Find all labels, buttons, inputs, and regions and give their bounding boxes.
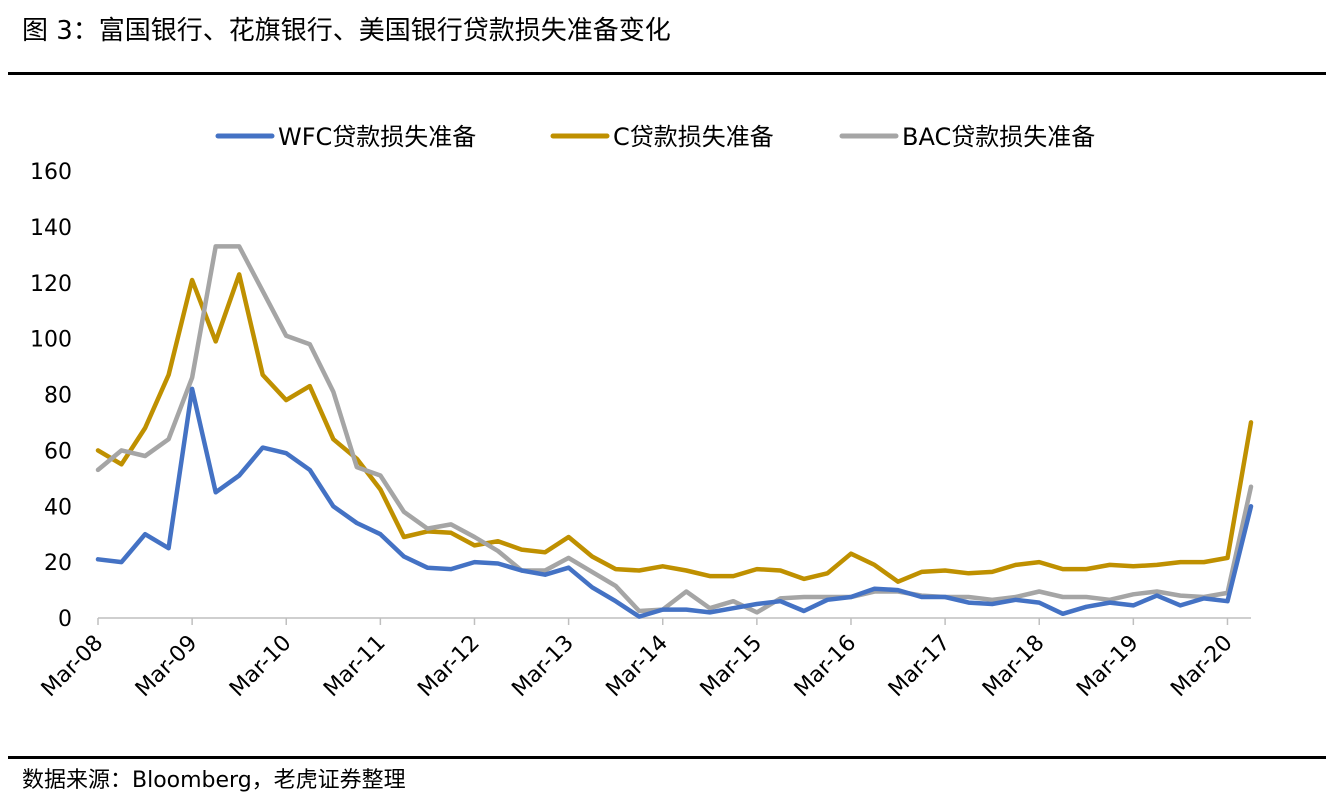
x-tick-label-mar-14: Mar-14 [602, 631, 673, 702]
x-tick-label-mar-09: Mar-09 [131, 631, 202, 702]
x-tick-label-mar-12: Mar-12 [413, 631, 484, 702]
y-tick-label-120: 120 [30, 272, 72, 297]
x-tick-label-mar-19: Mar-19 [1072, 631, 1143, 702]
x-tick-label-mar-15: Mar-15 [696, 631, 767, 702]
series-line-bac [95, 244, 1254, 615]
series-line-wfc [95, 386, 1254, 619]
x-tick-label-mar-13: Mar-13 [507, 631, 578, 702]
y-tick-label-40: 40 [44, 495, 72, 520]
figure-title: 图 3：富国银行、花旗银行、美国银行贷款损失准备变化 [22, 16, 671, 46]
y-tick-label-140: 140 [30, 216, 72, 241]
top-rule [8, 72, 1326, 75]
x-tick-label-mar-10: Mar-10 [225, 631, 296, 702]
x-tick-label-mar-18: Mar-18 [978, 631, 1049, 702]
legend-label-c: C贷款损失准备 [613, 123, 774, 151]
source-note: 数据来源：Bloomberg，老虎证券整理 [22, 768, 406, 793]
legend-label-bac: BAC贷款损失准备 [902, 123, 1095, 151]
x-tick-label-mar-11: Mar-11 [319, 631, 390, 702]
y-tick-label-0: 0 [58, 607, 72, 632]
y-tick-label-60: 60 [44, 439, 72, 464]
chart-legend: WFC贷款损失准备 C贷款损失准备 BAC贷款损失准备 [215, 123, 1095, 151]
y-tick-label-100: 100 [30, 328, 72, 353]
bottom-rule [8, 756, 1326, 759]
series-line-c [95, 272, 1254, 584]
chart-series [95, 244, 1254, 619]
x-axis: Mar-08 Mar-09 Mar-10 Mar-11 Mar-12 Mar-13 Mar-… [37, 617, 1251, 702]
y-tick-label-20: 20 [44, 551, 72, 576]
x-tick-label-mar-20: Mar-20 [1166, 631, 1237, 702]
x-tick-label-mar-17: Mar-17 [884, 631, 955, 702]
y-axis: 0 20 40 60 80 100 120 140 160 [30, 160, 72, 632]
y-tick-label-80: 80 [44, 384, 72, 409]
x-tick-label-mar-08: Mar-08 [37, 631, 108, 702]
x-tick-label-mar-16: Mar-16 [790, 631, 861, 702]
legend-label-wfc: WFC贷款损失准备 [278, 123, 476, 151]
y-tick-label-160: 160 [30, 160, 72, 185]
